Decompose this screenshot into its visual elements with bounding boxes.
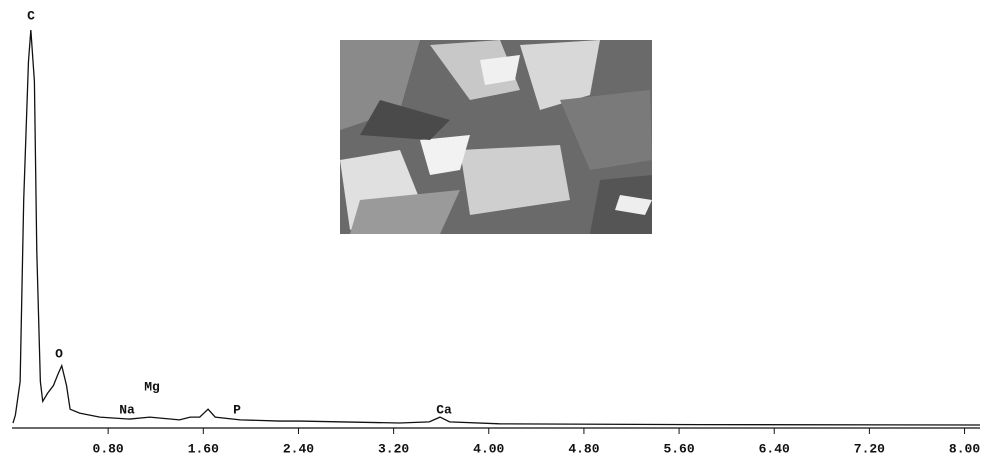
peak-label: Ca — [436, 402, 452, 417]
chart: 0.80 1.60 2.40 3.20 4.00 4.80 5.60 6.40 7.20 8.00… — [0, 0, 995, 463]
peak-label: P — [233, 402, 241, 417]
peak-label: O — [55, 346, 63, 361]
x-tick-label: 3.20 — [378, 441, 409, 456]
x-tick-label: 5.60 — [663, 441, 694, 456]
peak-label: Mg — [144, 379, 160, 394]
peak-label: Na — [119, 402, 135, 417]
peak-label: C — [27, 8, 35, 23]
x-tick-label: 4.80 — [568, 441, 599, 456]
x-tick-label: 7.20 — [854, 441, 885, 456]
x-tick-label: 4.00 — [473, 441, 504, 456]
x-tick-label: 0.80 — [93, 441, 124, 456]
sem-inset-image — [340, 40, 652, 234]
x-tick-label: 6.40 — [759, 441, 790, 456]
x-tick-label: 2.40 — [283, 441, 314, 456]
x-tick-label: 8.00 — [949, 441, 980, 456]
x-tick-label: 1.60 — [188, 441, 219, 456]
